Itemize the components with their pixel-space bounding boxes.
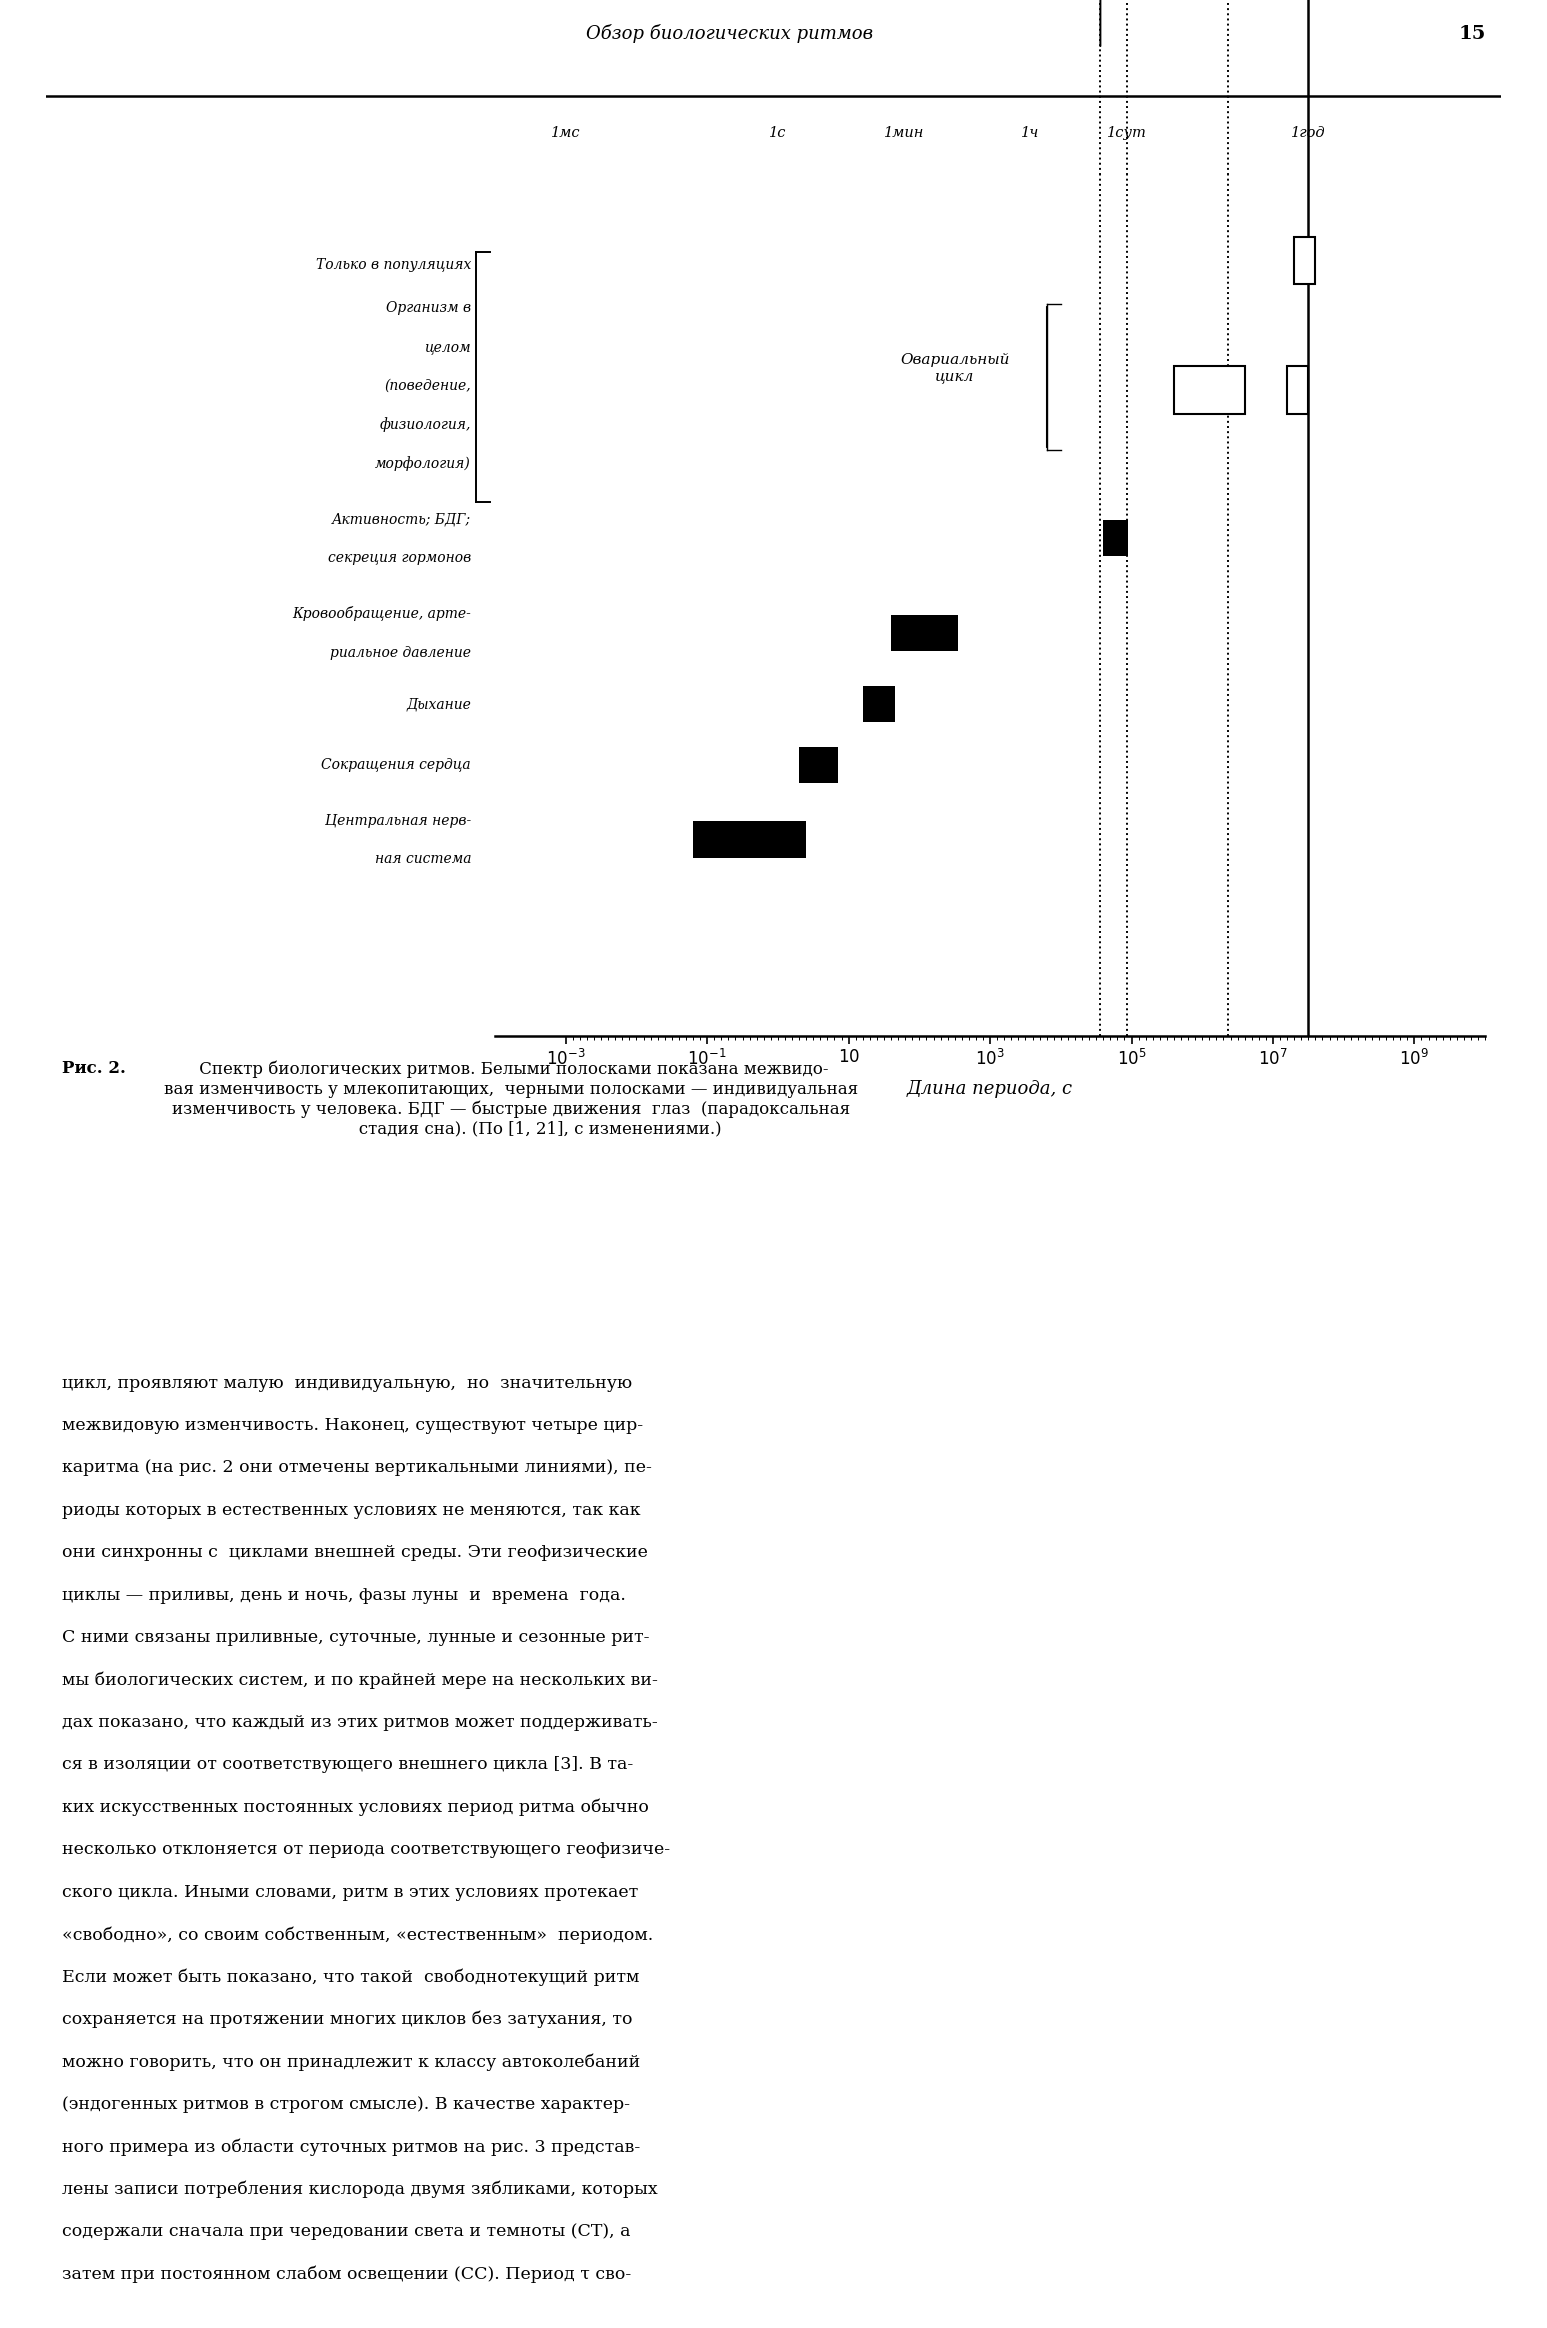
Bar — [1295, 237, 1315, 284]
Text: ких искусственных постоянных условиях период ритма обычно: ких искусственных постоянных условиях пе… — [62, 1800, 648, 1816]
X-axis label: Длина периода, с: Длина периода, с — [907, 1080, 1074, 1099]
Text: циклы — приливы, день и ночь, фазы луны  и  времена  года.: циклы — приливы, день и ночь, фазы луны … — [62, 1588, 625, 1604]
Text: морфология): морфология) — [376, 456, 470, 470]
Text: Обзор биологических ритмов: Обзор биологических ритмов — [586, 23, 874, 44]
Text: риальное давление: риальное давление — [330, 645, 470, 659]
Text: 1мин: 1мин — [883, 126, 924, 140]
Bar — [891, 615, 958, 652]
Text: целом: целом — [424, 340, 470, 354]
Text: Дыхание: Дыхание — [407, 698, 470, 712]
Text: они синхронны с  циклами внешней среды. Эти геофизические: они синхронны с циклами внешней среды. Э… — [62, 1543, 648, 1562]
Text: содержали сначала при чередовании света и темноты (СТ), а: содержали сначала при чередовании света … — [62, 2223, 630, 2240]
Text: Рис. 2.: Рис. 2. — [62, 1062, 125, 1078]
Text: Сокращения сердца: Сокращения сердца — [322, 757, 470, 771]
Text: Активность; БДГ;: Активность; БДГ; — [333, 512, 470, 526]
Bar — [800, 747, 838, 782]
Text: Только в популяциях: Только в популяциях — [316, 258, 470, 272]
Text: каритма (на рис. 2 они отмечены вертикальными линиями), пе-: каритма (на рис. 2 они отмечены вертикал… — [62, 1460, 651, 1476]
Text: 1год: 1год — [1292, 126, 1326, 140]
Text: физиология,: физиология, — [379, 417, 470, 431]
Bar — [1174, 365, 1245, 414]
Text: 1с: 1с — [769, 126, 787, 140]
Text: ная система: ная система — [374, 852, 470, 866]
Text: затем при постоянном слабом освещении (СС). Период τ сво-: затем при постоянном слабом освещении (С… — [62, 2265, 631, 2284]
Text: можно говорить, что он принадлежит к классу автоколебаний: можно говорить, что он принадлежит к кла… — [62, 2053, 640, 2072]
Text: ского цикла. Иными словами, ритм в этих условиях протекает: ского цикла. Иными словами, ритм в этих … — [62, 1883, 637, 1900]
Text: «свободно», со своим собственным, «естественным»  периодом.: «свободно», со своим собственным, «естес… — [62, 1925, 653, 1944]
Text: ся в изоляции от соответствующего внешнего цикла [3]. В та-: ся в изоляции от соответствующего внешне… — [62, 1755, 633, 1774]
Bar — [863, 687, 894, 722]
Text: цикл, проявляют малую  индивидуальную,  но  значительную: цикл, проявляют малую индивидуальную, но… — [62, 1374, 633, 1392]
Text: Центральная нерв-: Центральная нерв- — [325, 812, 470, 829]
Text: (эндогенных ритмов в строгом смысле). В качестве характер-: (эндогенных ритмов в строгом смысле). В … — [62, 2095, 630, 2114]
Text: 1мс: 1мс — [551, 126, 580, 140]
Text: Кровообращение, арте-: Кровообращение, арте- — [292, 605, 470, 622]
Text: Если может быть показано, что такой  свободнотекущий ритм: Если может быть показано, что такой своб… — [62, 1969, 639, 1986]
Text: мы биологических систем, и по крайней мере на нескольких ви-: мы биологических систем, и по крайней ме… — [62, 1672, 657, 1690]
Text: (поведение,: (поведение, — [385, 379, 470, 393]
Text: ного примера из области суточных ритмов на рис. 3 представ-: ного примера из области суточных ритмов … — [62, 2137, 640, 2156]
Text: риоды которых в естественных условиях не меняются, так как: риоды которых в естественных условиях не… — [62, 1502, 640, 1518]
Text: 1ч: 1ч — [1021, 126, 1040, 140]
Text: 1сут: 1сут — [1108, 126, 1148, 140]
Bar — [1287, 365, 1309, 414]
Text: межвидовую изменчивость. Наконец, существуют четыре цир-: межвидовую изменчивость. Наконец, сущест… — [62, 1418, 644, 1434]
Text: Организм в: Организм в — [385, 300, 470, 314]
Text: Спектр биологических ритмов. Белыми полосками показана межвидо-
вая изменчивость: Спектр биологических ритмов. Белыми поло… — [164, 1062, 859, 1138]
Text: секреция гормонов: секреция гормонов — [328, 552, 470, 566]
Text: несколько отклоняется от периода соответствующего геофизиче-: несколько отклоняется от периода соответ… — [62, 1841, 670, 1858]
Text: лены записи потребления кислорода двумя зябликами, которых: лены записи потребления кислорода двумя … — [62, 2181, 657, 2198]
Text: дах показано, что каждый из этих ритмов может поддерживать-: дах показано, что каждый из этих ритмов … — [62, 1713, 657, 1732]
Text: С ними связаны приливные, суточные, лунные и сезонные рит-: С ними связаны приливные, суточные, лунн… — [62, 1630, 650, 1646]
Bar — [1103, 519, 1128, 556]
Text: сохраняется на протяжении многих циклов без затухания, то: сохраняется на протяжении многих циклов … — [62, 2011, 633, 2028]
Text: 15: 15 — [1459, 26, 1487, 42]
Text: Овариальный
цикл: Овариальный цикл — [900, 354, 1010, 384]
Bar — [693, 822, 806, 857]
